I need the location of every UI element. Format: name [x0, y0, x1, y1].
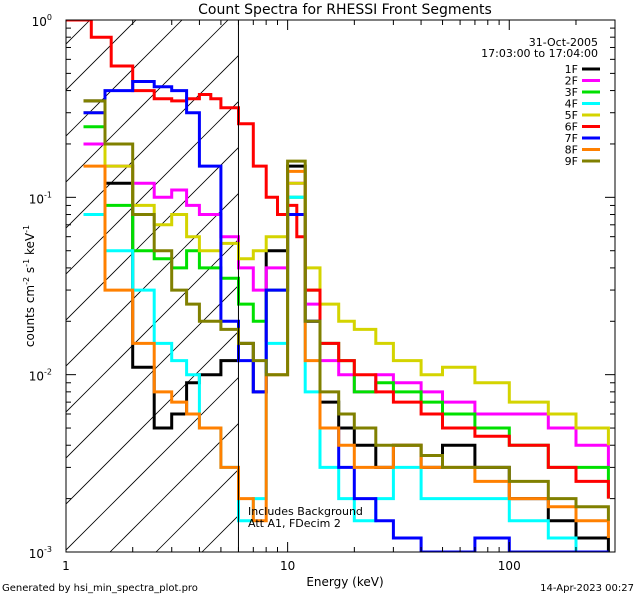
- hatch-line: [66, 284, 239, 459]
- date-annotation: 31-Oct-2005: [529, 36, 598, 49]
- x-tick-labels: 1 10 100: [62, 559, 521, 573]
- hatch-line: [66, 192, 239, 367]
- legend-label: 6F: [565, 121, 578, 134]
- y-tick-label: 10-3: [29, 545, 52, 561]
- time-range-annotation: 17:03:00 to 17:04:00: [481, 47, 598, 60]
- hatch-line: [66, 238, 239, 413]
- background-note: Includes Background: [248, 505, 363, 518]
- attenuator-note: Att A1, FDecim 2: [248, 517, 341, 530]
- hatch-line: [66, 20, 229, 183]
- series-3f: [83, 125, 610, 499]
- legend-label: 2F: [565, 75, 578, 88]
- y-tick-label: 10-2: [29, 368, 52, 384]
- legend-label: 4F: [565, 98, 578, 111]
- footer-generator: Generated by hsi_min_spectra_plot.pro: [2, 583, 198, 594]
- series-2f: [83, 142, 610, 468]
- y-axis-label: counts cm-2 s-1 keV-1: [22, 225, 37, 347]
- y-tick-label: 100: [32, 13, 52, 29]
- hatch-line: [386, 0, 640, 552]
- hatch-line: [294, 0, 640, 552]
- plot-frame: [65, 19, 616, 553]
- legend-label: 8F: [565, 144, 578, 157]
- footer-timestamp: 14-Apr-2023 00:27: [540, 583, 634, 594]
- legend-label: 9F: [565, 155, 578, 168]
- x-axis-label: Energy (keV): [306, 575, 383, 589]
- legend-label: 3F: [565, 86, 578, 99]
- chart-title: Count Spectra for RHESSI Front Segments: [198, 2, 492, 18]
- y-tick-labels: 100 10-1 10-2 10-3: [29, 13, 52, 561]
- legend-label: 5F: [565, 109, 578, 122]
- hatch-line: [66, 376, 239, 551]
- hatch-line: [0, 0, 112, 552]
- hatch-line: [340, 0, 640, 552]
- x-tick-label: 1: [62, 559, 70, 573]
- hatch-line: [109, 422, 239, 552]
- legend-label: 1F: [565, 63, 578, 76]
- series-9f: [83, 99, 610, 521]
- y-tick-label: 10-1: [29, 190, 52, 206]
- x-tick-label: 10: [280, 559, 295, 573]
- series-5f: [83, 111, 610, 446]
- axis-ticks: [65, 19, 616, 553]
- series-4f: [83, 195, 609, 552]
- hatch-line: [66, 330, 239, 505]
- legend-label: 7F: [565, 132, 578, 145]
- hatch-line: [66, 20, 137, 91]
- x-tick-label: 100: [498, 559, 521, 573]
- hatch-line: [66, 20, 183, 137]
- hatch-line: [66, 100, 239, 275]
- series-1f: [83, 99, 610, 552]
- hatch-line: [248, 0, 640, 552]
- series-layer: [66, 20, 610, 552]
- hatch-line: [66, 146, 239, 321]
